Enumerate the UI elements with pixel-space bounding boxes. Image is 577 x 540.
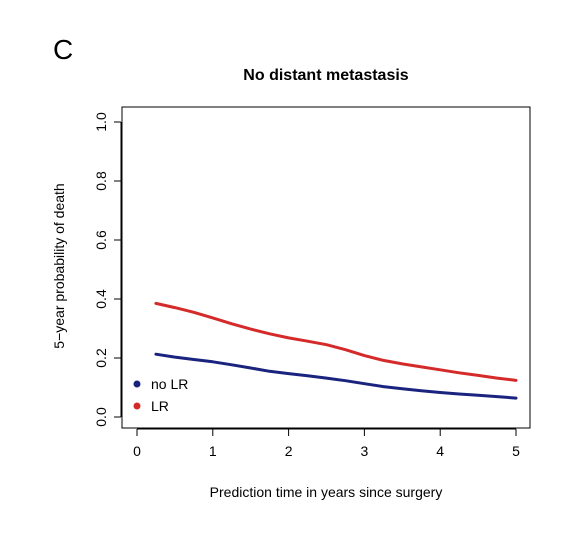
y-tick-label: 0.6: [93, 230, 109, 250]
y-tick-label: 0.4: [93, 289, 109, 309]
chart-title: No distant metastasis: [243, 67, 408, 84]
y-tick-label: 1.0: [93, 112, 109, 132]
y-tick-label: 0.0: [93, 407, 109, 427]
legend-marker: [133, 380, 141, 388]
x-tick-label: 0: [133, 443, 141, 459]
legend-marker: [133, 402, 141, 410]
y-tick-label: 0.2: [93, 348, 109, 368]
x-axis-label: Prediction time in years since surgery: [210, 484, 443, 500]
x-tick-label: 4: [436, 443, 444, 459]
plot-area-frame: [121, 106, 531, 429]
x-tick-label: 5: [512, 443, 520, 459]
x-tick-label: 3: [361, 443, 369, 459]
series-line-no-lr: [154, 352, 518, 400]
x-tick-label: 1: [209, 443, 217, 459]
y-axis-label: 5−year probability of death: [51, 183, 67, 348]
legend-label: LR: [151, 398, 169, 414]
legend-label: no LR: [151, 376, 188, 392]
series-line-lr: [154, 301, 518, 382]
y-tick-label: 0.8: [93, 171, 109, 191]
panel-label: C: [53, 34, 74, 65]
x-tick-label: 2: [285, 443, 293, 459]
